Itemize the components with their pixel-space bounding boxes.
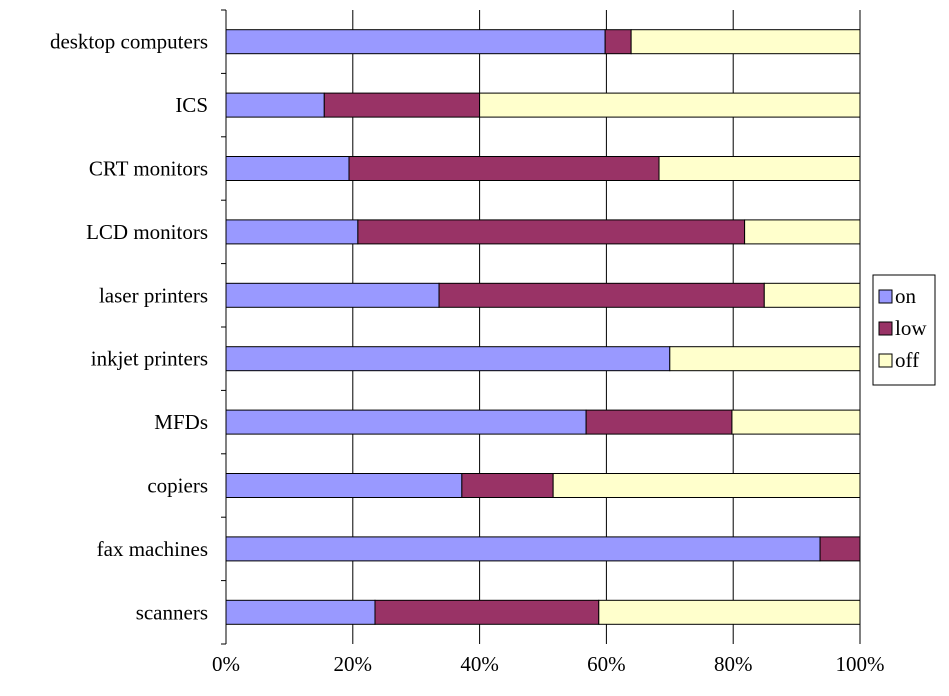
- y-axis: [221, 9, 227, 645]
- x-tick-label: 20%: [334, 652, 373, 676]
- category-labels: desktop computers ICS CRT monitors LCD moni…: [50, 30, 208, 625]
- bar-segment-low: [348, 156, 660, 181]
- bar-segment-off: [658, 156, 861, 181]
- legend-label-off: off: [895, 348, 919, 372]
- bar-segment-on: [225, 219, 359, 245]
- category-label: CRT monitors: [89, 157, 208, 181]
- x-tick-label: 0%: [212, 652, 240, 676]
- category-label: laser printers: [99, 283, 208, 307]
- bar-segment-on: [225, 282, 440, 308]
- bar-segment-low: [461, 473, 554, 498]
- x-tick-label: 100%: [836, 652, 885, 676]
- bar-segment-low: [357, 219, 746, 245]
- x-tick-label: 80%: [714, 652, 753, 676]
- category-label: inkjet printers: [91, 347, 208, 371]
- bar-segment-low: [438, 282, 765, 308]
- x-tick-labels: 0% 20% 40% 60% 80% 100%: [212, 652, 885, 676]
- bar-segment-off: [731, 409, 861, 435]
- bar-segment-off: [744, 219, 861, 245]
- category-label: ICS: [175, 93, 208, 117]
- category-label: LCD monitors: [86, 220, 208, 244]
- category-label: copiers: [147, 474, 208, 498]
- x-tick-label: 40%: [460, 652, 499, 676]
- legend-label-low: low: [895, 316, 927, 340]
- bar-segment-low: [819, 536, 861, 562]
- bar-segment-on: [225, 536, 821, 562]
- bar-segment-on: [225, 92, 325, 118]
- bar-segment-on: [225, 473, 463, 498]
- bar-segment-low: [585, 409, 733, 435]
- bar-segment-low: [323, 92, 481, 118]
- category-label: scanners: [136, 600, 208, 624]
- category-label: MFDs: [154, 410, 208, 434]
- bar-segment-off: [598, 599, 861, 625]
- bar-segment-off: [763, 282, 861, 308]
- category-label: fax machines: [97, 537, 208, 561]
- bar-segment-off: [669, 346, 861, 372]
- legend: on low off: [872, 274, 936, 386]
- bar-segment-on: [225, 29, 606, 55]
- bar-segment-on: [225, 409, 587, 435]
- bar-segment-off: [479, 92, 861, 118]
- category-label: desktop computers: [50, 30, 208, 54]
- bar-segment-on: [225, 599, 376, 625]
- bar-segment-on: [225, 156, 350, 181]
- legend-swatch-off: [878, 353, 893, 368]
- bar-segment-off: [630, 29, 861, 55]
- bar-segment-low: [374, 599, 600, 625]
- legend-label-on: on: [895, 284, 917, 308]
- x-tick-label: 60%: [587, 652, 626, 676]
- bar-segment-on: [225, 346, 671, 372]
- bar-segment-low: [604, 29, 632, 55]
- legend-swatch-on: [878, 289, 893, 304]
- legend-swatch-low: [878, 321, 893, 336]
- bars: [225, 29, 861, 625]
- bar-segment-off: [552, 473, 861, 498]
